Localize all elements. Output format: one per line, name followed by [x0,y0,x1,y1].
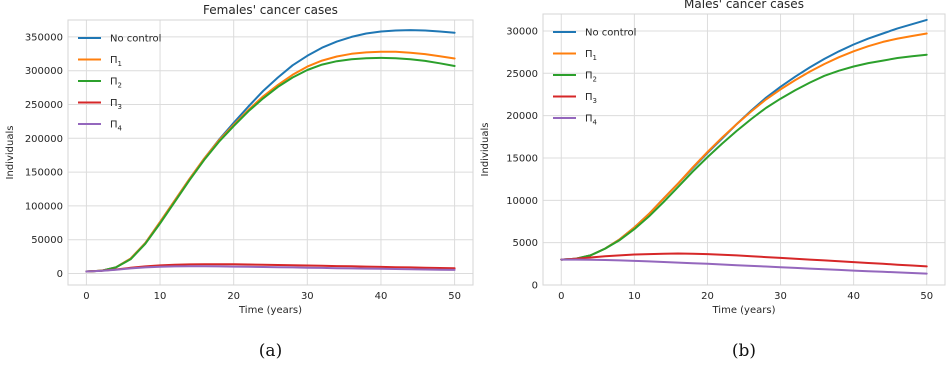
legend: No control Π1 Π2 Π3 Π4 [78,34,161,133]
y-tick-label: 20000 [506,111,538,122]
series-line-1 [85,29,456,273]
plot-frame [67,19,474,286]
legend-label: Π3 [110,98,122,111]
y-tick-label: 30000 [506,26,538,37]
x-axis-label: Time (years) [238,305,302,316]
x-tick-label: 30 [774,291,787,302]
x-tick-label: 10 [154,291,167,302]
series-line-3 [85,56,456,273]
legend-label: Π2 [585,71,597,84]
y-tick-label: 0 [532,281,538,292]
chart-panel-1: 0 10 20 30 40 50 0 50000 100000 150000 200000 25000… [5,3,474,361]
x-tick-label: 0 [558,291,564,302]
plot-frame [542,13,946,286]
y-tick-label: 150000 [25,168,63,179]
legend-label: Π1 [110,55,122,68]
y-tick-label: 5000 [513,238,538,249]
legend-label: No control [110,34,161,45]
x-tick-label: 10 [628,291,641,302]
x-tick-label: 40 [375,291,388,302]
legend-label: Π1 [585,49,597,62]
series-line-2 [560,32,928,261]
series-line-3 [560,53,928,261]
series-line-4 [85,263,456,273]
subfigure-label: (b) [732,341,756,361]
x-tick-label: 50 [448,291,461,302]
series-line-1 [560,18,928,261]
y-tick-label: 15000 [506,153,538,164]
chart-title: Males' cancer cases [684,0,804,11]
y-tick-label: 10000 [506,196,538,207]
series-line-5 [85,265,456,273]
series-line-5 [560,258,928,275]
x-axis-label: Time (years) [712,305,776,316]
y-tick-label: 200000 [25,134,63,145]
y-tick-label: 250000 [25,100,63,111]
x-tick-label: 0 [83,291,89,302]
y-tick-label: 0 [57,269,63,280]
y-tick-label: 50000 [31,235,63,246]
legend-label: Π2 [110,77,122,90]
y-tick-label: 300000 [25,66,63,77]
legend-label: Π4 [110,120,123,133]
y-tick-label: 350000 [25,32,63,43]
chart-title: Females' cancer cases [203,3,338,17]
y-tick-label: 100000 [25,201,63,212]
x-tick-label: 50 [920,291,933,302]
y-axis-label: Individuals [480,123,491,177]
x-tick-label: 30 [301,291,314,302]
x-tick-label: 20 [227,291,240,302]
legend-label: Π3 [585,92,597,105]
y-axis-label: Individuals [5,126,16,180]
x-tick-label: 40 [847,291,860,302]
series-line-4 [560,252,928,268]
chart-panel-2: 0 10 20 30 40 50 0 5000 10000 15000 20000 25000 3000… [480,0,946,361]
subfigure-label: (a) [259,341,282,361]
x-tick-label: 20 [701,291,714,302]
legend-label: No control [585,28,636,39]
y-tick-label: 25000 [506,69,538,80]
